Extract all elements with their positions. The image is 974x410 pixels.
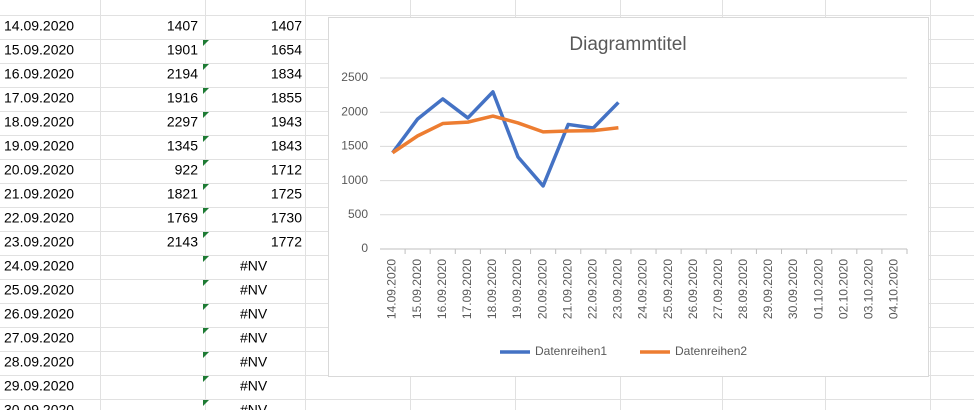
value-cell: 2297 <box>167 114 198 130</box>
x-tick-label: 23.09.2020 <box>611 259 625 319</box>
value-cell: #NV <box>240 306 268 322</box>
legend-label: Datenreihen2 <box>675 344 747 358</box>
x-tick-label: 15.09.2020 <box>410 259 424 319</box>
value-cell: 2194 <box>167 66 198 82</box>
date-cell: 26.09.2020 <box>4 306 74 322</box>
date-cell: 19.09.2020 <box>4 138 74 154</box>
error-indicator <box>203 184 209 190</box>
x-tick-label: 04.10.2020 <box>887 259 901 319</box>
error-indicator <box>203 64 209 70</box>
date-cell: 28.09.2020 <box>4 354 74 370</box>
x-tick-label: 28.09.2020 <box>736 259 750 319</box>
x-tick-label: 22.09.2020 <box>585 259 599 319</box>
value-cell: 1712 <box>271 162 302 178</box>
chart: 0 500 1000 1500 2000 2500 14.09.2020 15.09.2020… <box>341 70 908 358</box>
date-cell: 27.09.2020 <box>4 330 74 346</box>
date-cell: 20.09.2020 <box>4 162 74 178</box>
value-cell: #NV <box>240 282 268 298</box>
error-indicator <box>203 40 209 46</box>
x-tick-label: 19.09.2020 <box>510 259 524 319</box>
x-tick-label: 01.10.2020 <box>811 259 825 319</box>
error-indicator <box>203 376 209 382</box>
x-tick-label: 27.09.2020 <box>711 259 725 319</box>
x-tick-label: 26.09.2020 <box>686 259 700 319</box>
error-indicator <box>203 232 209 238</box>
date-cell: 29.09.2020 <box>4 378 74 394</box>
error-indicator <box>203 112 209 118</box>
value-cell: 1901 <box>167 42 198 58</box>
value-cell: 1345 <box>167 138 198 154</box>
chart-area[interactable] <box>328 17 929 377</box>
error-indicator <box>203 160 209 166</box>
value-cell: #NV <box>240 402 268 410</box>
error-indicator <box>203 208 209 214</box>
legend-label: Datenreihen1 <box>535 344 607 358</box>
value-cell: #NV <box>240 354 268 370</box>
x-tick-label: 24.09.2020 <box>636 259 650 319</box>
error-indicator <box>203 352 209 358</box>
value-cell: 2143 <box>167 234 198 250</box>
x-tick-label: 02.10.2020 <box>836 259 850 319</box>
chart-title: Diagrammtitel <box>569 34 686 55</box>
date-cell: 21.09.2020 <box>4 186 74 202</box>
x-tick-label: 17.09.2020 <box>460 259 474 319</box>
value-cell: 1654 <box>271 42 302 58</box>
value-cell: 1943 <box>271 114 302 130</box>
x-tick-label: 16.09.2020 <box>435 259 449 319</box>
value-cell: #NV <box>240 378 268 394</box>
value-cell: 1407 <box>167 18 198 34</box>
value-cell: 1916 <box>167 90 198 106</box>
y-tick-label: 1500 <box>341 139 368 153</box>
value-cell: 1843 <box>271 138 302 154</box>
x-tick-label: 14.09.2020 <box>385 259 399 319</box>
error-indicator <box>203 304 209 310</box>
value-cell: 1821 <box>167 186 198 202</box>
value-cell: 1855 <box>271 90 302 106</box>
value-cell: #NV <box>240 330 268 346</box>
date-cell: 22.09.2020 <box>4 210 74 226</box>
date-cell: 30.09.2020 <box>4 402 74 410</box>
error-indicator <box>203 280 209 286</box>
error-indicator <box>203 328 209 334</box>
y-tick-label: 0 <box>361 241 368 255</box>
date-cell: 23.09.2020 <box>4 234 74 250</box>
y-tick-label: 1000 <box>341 173 368 187</box>
error-indicator <box>203 400 209 406</box>
x-tick-label: 20.09.2020 <box>535 259 549 319</box>
date-cell: 25.09.2020 <box>4 282 74 298</box>
x-tick-label: 29.09.2020 <box>761 259 775 319</box>
x-tick-label: 21.09.2020 <box>560 259 574 319</box>
value-cell: 1772 <box>271 234 302 250</box>
x-tick-label: 30.09.2020 <box>786 259 800 319</box>
date-cell: 15.09.2020 <box>4 42 74 58</box>
value-cell: 922 <box>175 162 199 178</box>
y-tick-label: 2500 <box>341 70 368 84</box>
date-cell: 17.09.2020 <box>4 90 74 106</box>
error-indicator <box>203 256 209 262</box>
value-cell: #NV <box>240 258 268 274</box>
cells: 14.09.2020 1407 1407 15.09.2020 1901 1654 16.0… <box>4 18 302 410</box>
date-cell: 18.09.2020 <box>4 114 74 130</box>
y-tick-label: 500 <box>348 207 368 221</box>
series-line <box>391 114 619 155</box>
series-line <box>391 90 620 188</box>
date-cell: 16.09.2020 <box>4 66 74 82</box>
error-indicator <box>203 88 209 94</box>
x-tick-label: 18.09.2020 <box>485 259 499 319</box>
y-tick-label: 2000 <box>341 104 368 118</box>
value-cell: 1407 <box>271 18 302 34</box>
value-cell: 1725 <box>271 186 302 202</box>
value-cell: 1730 <box>271 210 302 226</box>
value-cell: 1769 <box>167 210 198 226</box>
x-tick-label: 03.10.2020 <box>862 259 876 319</box>
x-tick-label: 25.09.2020 <box>661 259 675 319</box>
date-cell: 14.09.2020 <box>4 18 74 34</box>
error-indicator <box>203 136 209 142</box>
value-cell: 1834 <box>271 66 302 82</box>
date-cell: 24.09.2020 <box>4 258 74 274</box>
